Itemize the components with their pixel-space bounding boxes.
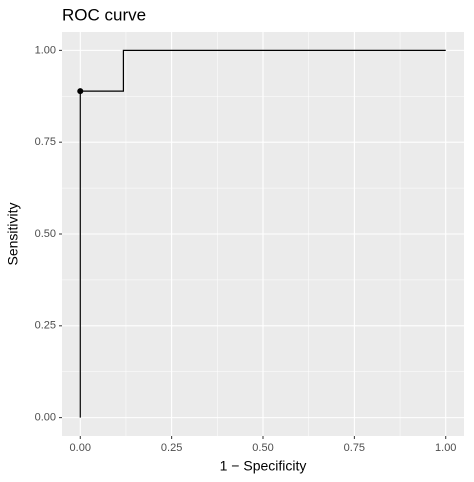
point [77, 88, 84, 95]
x-tick-label: 0.50 [252, 442, 273, 454]
chart-title: ROC curve [62, 5, 146, 24]
y-tick-label: 1.00 [35, 44, 56, 56]
y-axis-title: Sensitivity [5, 202, 21, 265]
x-tick-label: 0.00 [70, 442, 91, 454]
x-tick-label: 0.75 [344, 442, 365, 454]
x-tick-label: 1.00 [435, 442, 456, 454]
y-tick-label: 0.75 [35, 136, 56, 148]
y-tick-label: 0.50 [35, 228, 56, 240]
roc-line [79, 49, 446, 418]
x-axis-title: 1 − Specificity [220, 458, 307, 474]
x-tick-label: 0.25 [161, 442, 182, 454]
y-tick-label: 0.25 [35, 320, 56, 332]
y-tick-label: 0.00 [35, 412, 56, 424]
